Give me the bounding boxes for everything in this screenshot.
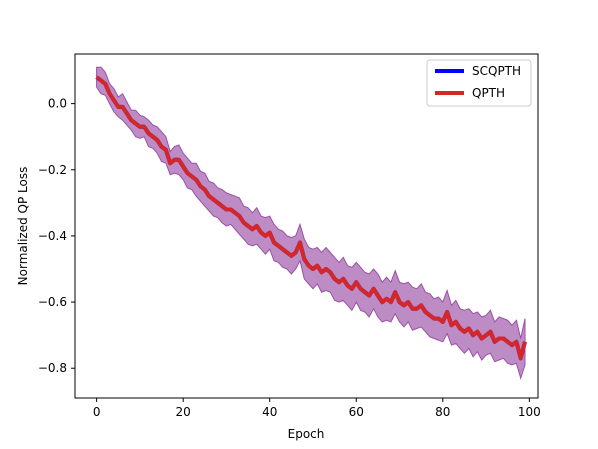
y-axis-label: Normalized QP Loss bbox=[16, 167, 30, 286]
x-tick-label: 40 bbox=[262, 405, 277, 419]
plot-area bbox=[95, 66, 527, 380]
legend: SCQPTH QPTH bbox=[426, 59, 532, 107]
y-tick-label: 0.0 bbox=[48, 97, 67, 111]
y-tick-label: −0.6 bbox=[38, 295, 67, 309]
y-axis: 0.0 −0.2 −0.4 −0.6 −0.8 bbox=[38, 97, 75, 375]
legend-label-qpth: QPTH bbox=[472, 86, 505, 100]
y-tick-label: −0.8 bbox=[38, 361, 67, 375]
qpth-line bbox=[95, 75, 527, 361]
y-tick-label: −0.2 bbox=[38, 163, 67, 177]
legend-label-scqpth: SCQPTH bbox=[472, 64, 521, 78]
x-axis: 0 20 40 60 80 100 bbox=[93, 398, 541, 419]
x-tick-label: 80 bbox=[435, 405, 450, 419]
plot-frame bbox=[74, 53, 539, 399]
x-tick-label: 60 bbox=[349, 405, 364, 419]
x-tick-label: 0 bbox=[93, 405, 101, 419]
qpth-variance-band bbox=[96, 66, 526, 380]
x-tick-label: 20 bbox=[176, 405, 191, 419]
x-axis-label: Epoch bbox=[288, 427, 325, 441]
x-tick-label: 100 bbox=[518, 405, 541, 419]
y-tick-label: −0.4 bbox=[38, 229, 67, 243]
